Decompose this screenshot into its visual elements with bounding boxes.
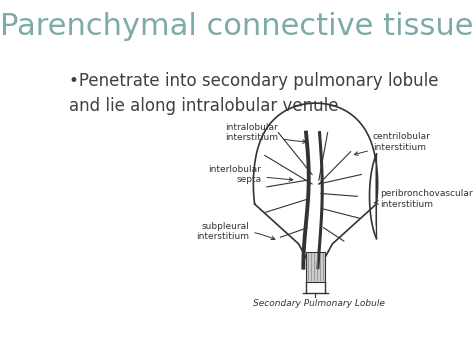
Text: •Penetrate into secondary pulmonary lobule
and lie along intralobular venule: •Penetrate into secondary pulmonary lobu… — [69, 72, 438, 115]
Text: intralobular
interstitium: intralobular interstitium — [225, 123, 306, 143]
Text: peribronchovascular
interstitium: peribronchovascular interstitium — [374, 190, 472, 209]
Text: interlobular
septa: interlobular septa — [209, 165, 293, 184]
Text: centrilobular
interstitium: centrilobular interstitium — [355, 132, 431, 155]
Text: subpleural
interstitium: subpleural interstitium — [196, 222, 275, 241]
Bar — [306, 251, 325, 282]
Text: Secondary Pulmonary Lobule: Secondary Pulmonary Lobule — [253, 299, 385, 308]
Text: Parenchymal connective tissue: Parenchymal connective tissue — [0, 12, 474, 41]
